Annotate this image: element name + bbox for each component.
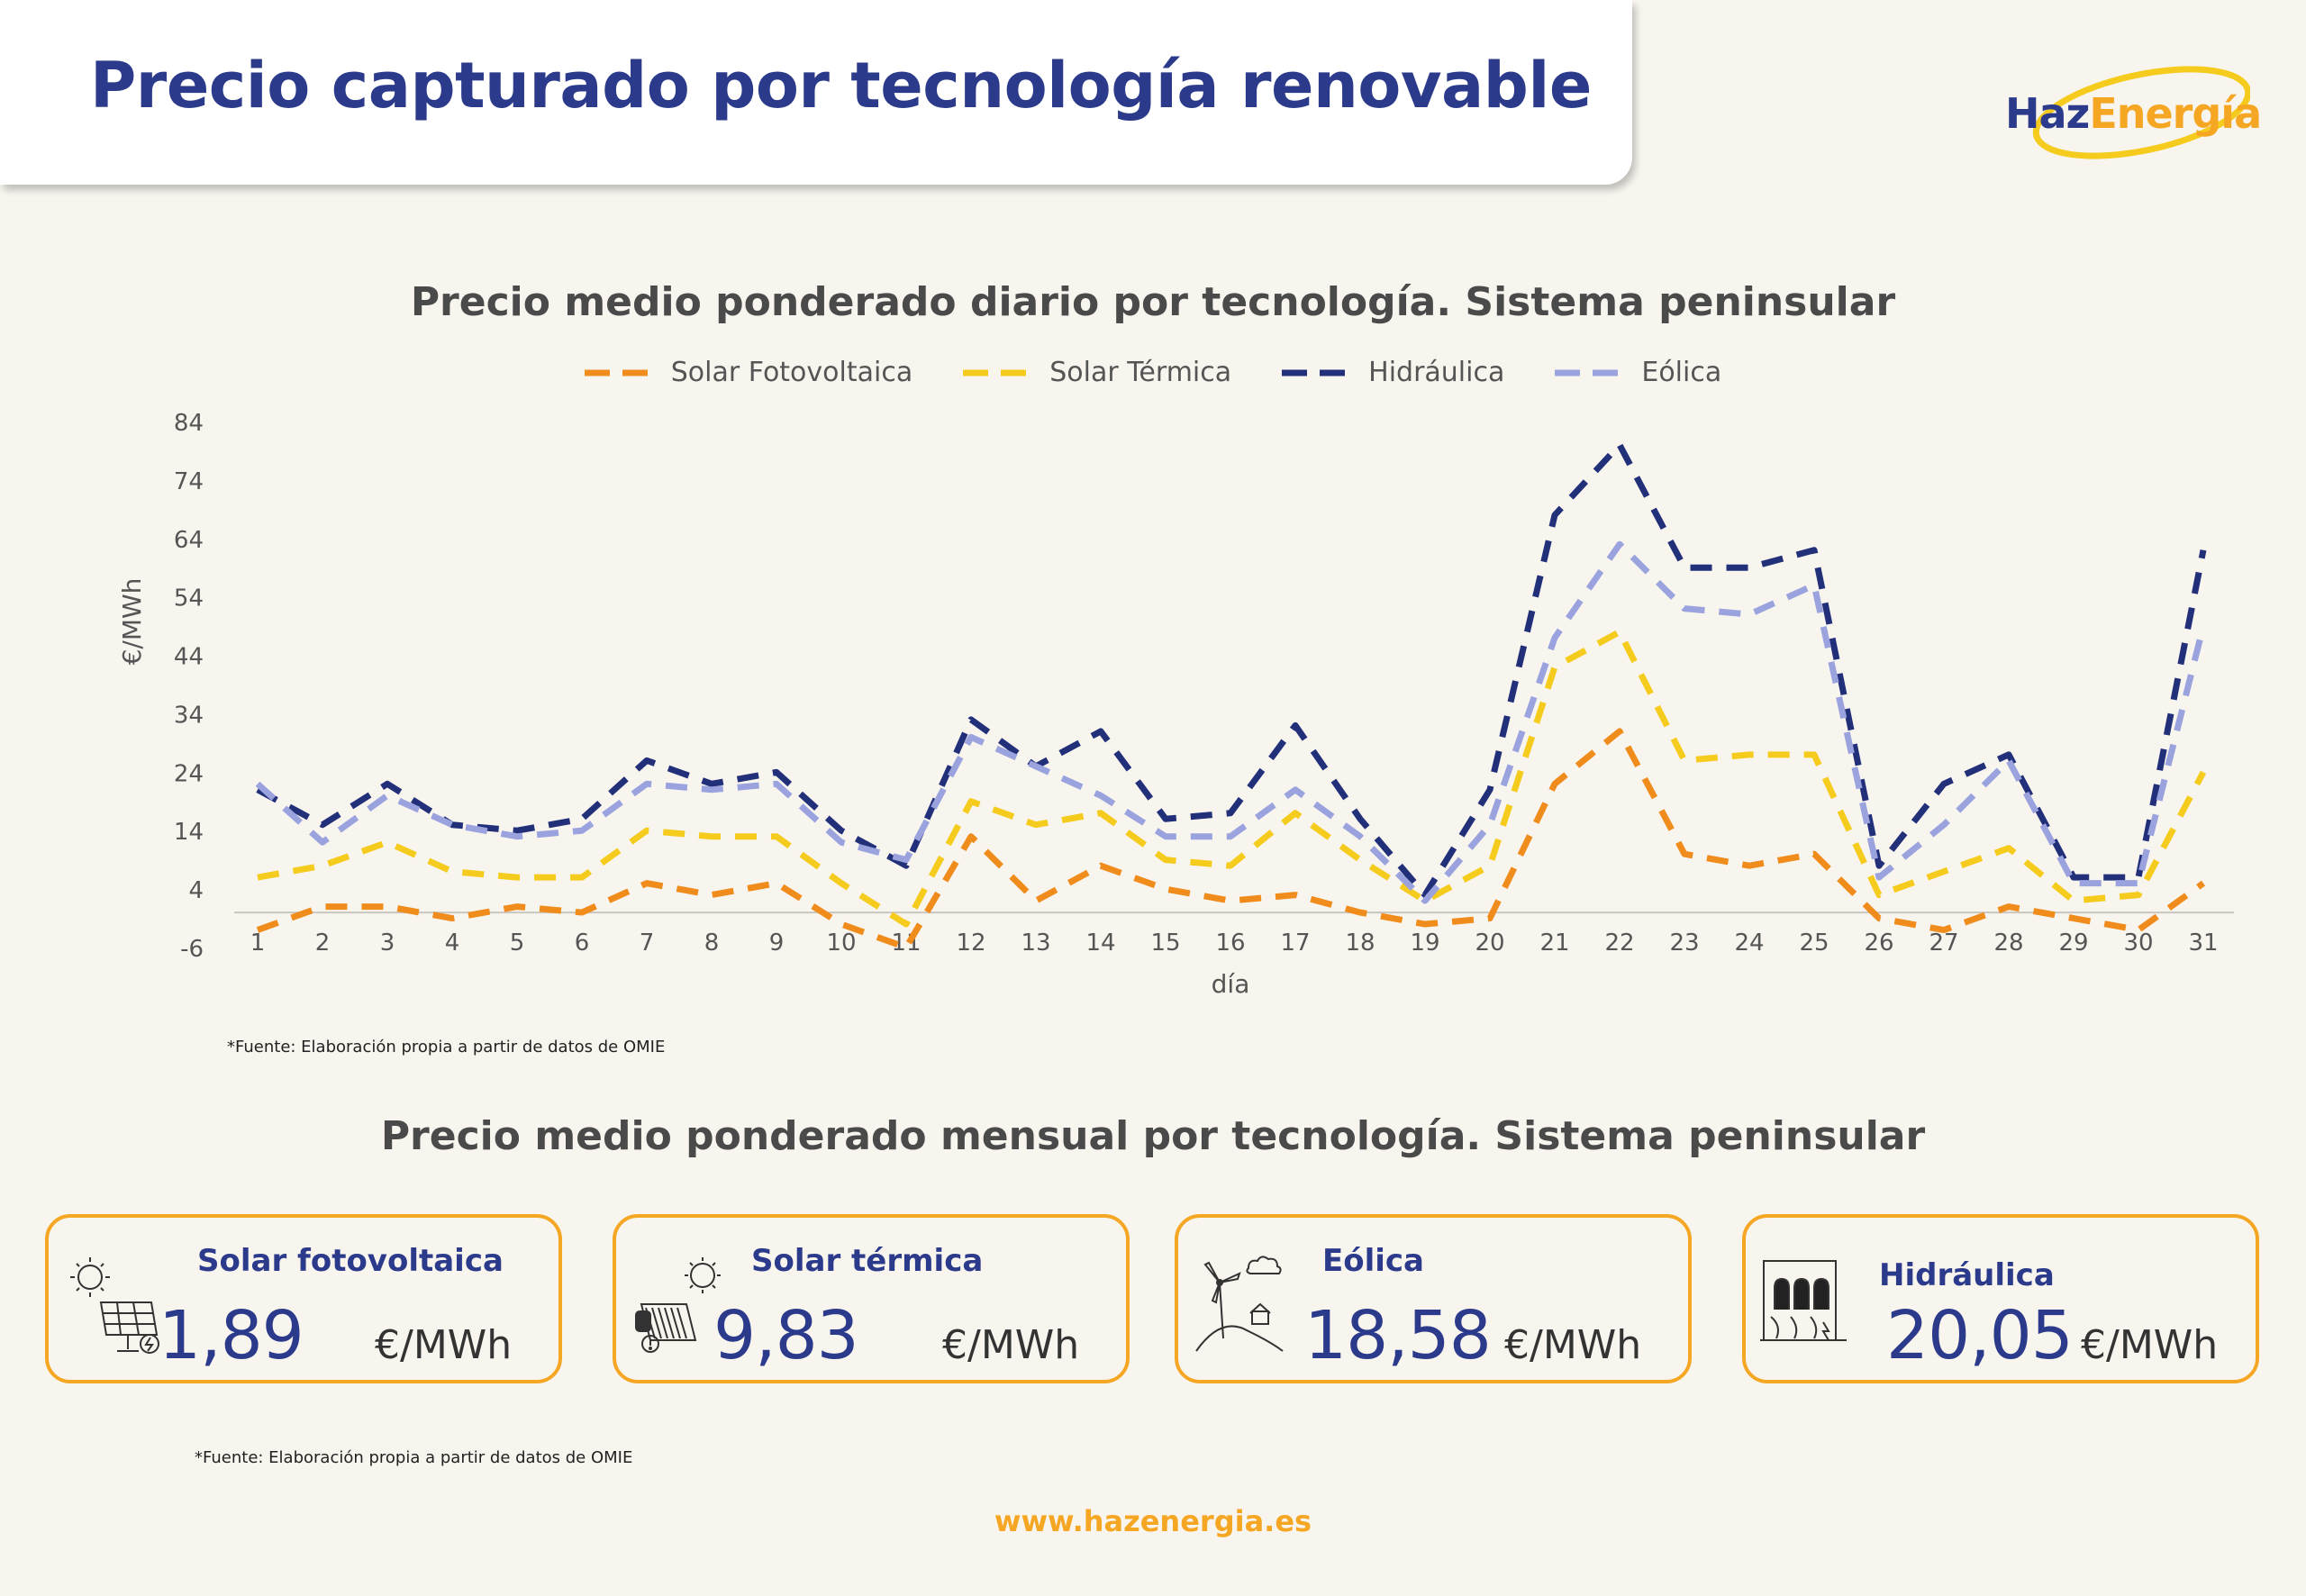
y-tick-label: 64 bbox=[174, 527, 204, 554]
x-tick-label: 29 bbox=[2058, 929, 2088, 957]
y-tick-label: 24 bbox=[174, 760, 204, 787]
x-axis-label: día bbox=[1212, 969, 1250, 999]
x-tick-label: 22 bbox=[1604, 929, 1634, 957]
y-tick-label: 44 bbox=[174, 644, 204, 671]
kpi-unit: €/MWh bbox=[942, 1322, 1080, 1368]
y-tick-label: 74 bbox=[174, 468, 204, 495]
y-axis-label: €/MWh bbox=[117, 578, 147, 666]
legend-item: Eólica bbox=[1555, 357, 1721, 388]
hazenergia-logo[interactable]: HazEnergía bbox=[1998, 50, 2262, 176]
monthly-source-note: *Fuente: Elaboración propia a partir de … bbox=[195, 1448, 633, 1467]
x-tick-label: 12 bbox=[956, 929, 985, 957]
monthly-section-title: Precio medio ponderado mensual por tecno… bbox=[380, 1113, 1926, 1159]
x-tick-label: 4 bbox=[445, 929, 460, 957]
kpi-unit: €/MWh bbox=[2081, 1322, 2219, 1368]
kpi-card-eolica: Eólica 18,58 €/MWh bbox=[1175, 1214, 1692, 1383]
kpi-card-hidraulica: Hidráulica 20,05 €/MWh bbox=[1742, 1214, 2259, 1383]
header-card: Precio capturado por tecnología renovabl… bbox=[0, 0, 1632, 185]
logo-text: HazEnergía bbox=[2005, 89, 2262, 138]
x-tick-label: 8 bbox=[704, 929, 720, 957]
y-tick-label: 4 bbox=[188, 877, 204, 904]
y-tick-label: -6 bbox=[180, 936, 204, 963]
legend-label: Solar Fotovoltaica bbox=[670, 357, 913, 388]
x-tick-label: 10 bbox=[826, 929, 856, 957]
series-line-4 bbox=[255, 540, 2207, 904]
logo-energia: Energía bbox=[2089, 89, 2262, 138]
x-tick-label: 20 bbox=[1475, 929, 1504, 957]
x-tick-label: 19 bbox=[1410, 929, 1439, 957]
kpi-label: Eólica bbox=[1322, 1243, 1424, 1279]
x-tick-label: 16 bbox=[1215, 929, 1245, 957]
x-tick-label: 6 bbox=[575, 929, 590, 957]
x-tick-label: 24 bbox=[1734, 929, 1764, 957]
footer-website-link[interactable]: www.hazenergia.es bbox=[994, 1504, 1312, 1538]
x-tick-label: 18 bbox=[1345, 929, 1375, 957]
solar-thermal-icon bbox=[635, 1257, 721, 1353]
daily-chart-title: Precio medio ponderado diario por tecnol… bbox=[410, 279, 1896, 325]
x-tick-label: 27 bbox=[1929, 929, 1958, 957]
x-tick-label: 2 bbox=[315, 929, 331, 957]
kpi-label: Hidráulica bbox=[1879, 1257, 2055, 1293]
series-line-3 bbox=[256, 441, 2207, 899]
x-tick-label: 21 bbox=[1539, 929, 1569, 957]
logo-haz: Haz bbox=[2005, 89, 2090, 138]
x-tick-label: 30 bbox=[2123, 929, 2153, 957]
x-tick-label: 3 bbox=[380, 929, 395, 957]
kpi-card-solar-fotovoltaica: Solar fotovoltaica 1,89 €/MWh bbox=[45, 1214, 562, 1383]
x-tick-label: 26 bbox=[1864, 929, 1893, 957]
kpi-label: Solar fotovoltaica bbox=[197, 1243, 504, 1279]
logo-swoosh-icon bbox=[2032, 66, 2250, 159]
x-tick-label: 17 bbox=[1280, 929, 1310, 957]
legend-item: Solar Térmica bbox=[963, 357, 1231, 388]
series-line-2 bbox=[257, 629, 2207, 928]
legend-label: Hidráulica bbox=[1368, 357, 1505, 388]
x-tick-label: 9 bbox=[769, 929, 785, 957]
x-tick-label: 31 bbox=[2188, 929, 2218, 957]
kpi-value: 1,89 bbox=[159, 1297, 304, 1374]
legend-label: Solar Térmica bbox=[1049, 357, 1232, 388]
solar-panel-icon bbox=[70, 1257, 159, 1354]
kpi-card-solar-termica: Solar térmica 9,83 €/MWh bbox=[613, 1214, 1130, 1383]
daily-source-note: *Fuente: Elaboración propia a partir de … bbox=[227, 1038, 666, 1056]
legend-item: Solar Fotovoltaica bbox=[584, 357, 913, 388]
x-tick-label: 1 bbox=[250, 929, 266, 957]
hydro-dam-icon bbox=[1760, 1260, 1847, 1341]
x-tick-label: 23 bbox=[1669, 929, 1699, 957]
legend-swatch bbox=[1555, 368, 1628, 377]
kpi-label: Solar térmica bbox=[751, 1243, 984, 1279]
x-tick-label: 25 bbox=[1799, 929, 1829, 957]
legend-swatch bbox=[1282, 368, 1355, 377]
y-tick-label: 84 bbox=[174, 410, 204, 437]
wind-turbine-icon bbox=[1195, 1256, 1284, 1352]
y-tick-label: 54 bbox=[174, 585, 204, 612]
legend-swatch bbox=[584, 368, 657, 377]
series-line-1 bbox=[256, 728, 2206, 951]
chart-legend: Solar Fotovoltaica Solar Térmica Hidráulic… bbox=[0, 357, 2306, 388]
kpi-value: 9,83 bbox=[713, 1297, 859, 1374]
x-tick-label: 28 bbox=[1993, 929, 2023, 957]
kpi-unit: €/MWh bbox=[375, 1322, 513, 1368]
x-tick-label: 15 bbox=[1150, 929, 1180, 957]
kpi-value: 18,58 bbox=[1304, 1297, 1492, 1374]
page-title: Precio capturado por tecnología renovabl… bbox=[90, 49, 1592, 122]
x-tick-label: 7 bbox=[640, 929, 655, 957]
legend-swatch bbox=[963, 368, 1036, 377]
y-tick-label: 14 bbox=[174, 819, 204, 846]
x-tick-label: 13 bbox=[1021, 929, 1050, 957]
kpi-value: 20,05 bbox=[1886, 1297, 2074, 1374]
kpi-unit: €/MWh bbox=[1504, 1322, 1642, 1368]
legend-label: Eólica bbox=[1641, 357, 1722, 388]
x-tick-label: 14 bbox=[1085, 929, 1115, 957]
x-tick-label: 5 bbox=[510, 929, 525, 957]
legend-item: Hidráulica bbox=[1282, 357, 1504, 388]
y-tick-label: 34 bbox=[174, 702, 204, 729]
